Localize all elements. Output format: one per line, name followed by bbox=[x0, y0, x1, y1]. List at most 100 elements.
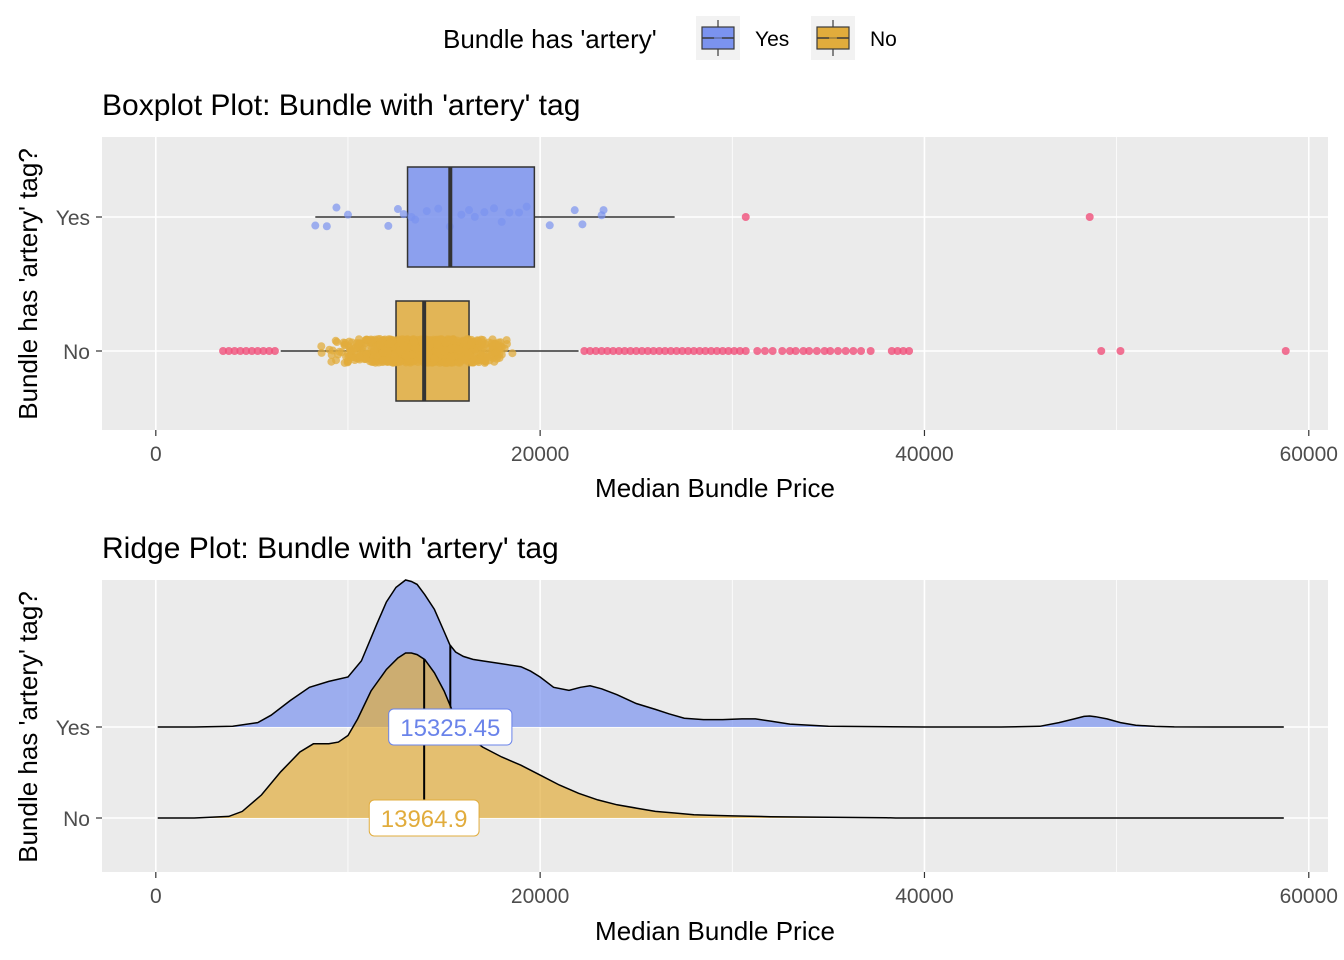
outlier-no bbox=[707, 347, 716, 355]
point-no bbox=[375, 335, 384, 344]
point-no bbox=[446, 344, 455, 353]
outlier-no bbox=[672, 347, 681, 355]
point-yes bbox=[393, 205, 402, 214]
outlier-yes bbox=[741, 213, 750, 221]
outlier-no bbox=[609, 347, 618, 355]
boxplot-panel-background bbox=[102, 137, 1328, 430]
point-yes bbox=[465, 206, 474, 215]
outlier-no bbox=[649, 347, 658, 355]
point-no bbox=[343, 357, 352, 366]
ridge-x-tick-label: 60000 bbox=[1280, 885, 1338, 908]
median-label-yes: 15325.45 bbox=[400, 715, 500, 742]
outlier-no bbox=[242, 347, 251, 355]
point-yes bbox=[384, 221, 393, 230]
outlier-no bbox=[791, 347, 800, 355]
point-no bbox=[455, 345, 464, 354]
point-no bbox=[455, 358, 464, 367]
point-no bbox=[508, 349, 517, 358]
point-yes bbox=[470, 212, 479, 221]
point-no bbox=[376, 341, 385, 350]
boxplot-x-axis: 0 20000 40000 60000 bbox=[150, 430, 1338, 466]
density-area-no bbox=[157, 653, 1284, 818]
outlier-no bbox=[820, 347, 829, 355]
ridge-x-axis: 0 20000 40000 60000 bbox=[150, 872, 1338, 908]
boxplot-marks bbox=[219, 166, 1290, 402]
point-no bbox=[437, 335, 446, 344]
point-no bbox=[367, 336, 376, 345]
point-yes bbox=[505, 208, 514, 217]
outlier-no bbox=[614, 347, 623, 355]
point-no bbox=[370, 345, 379, 354]
boxplot-y-axis-title: Bundle has 'artery' tag? bbox=[13, 148, 43, 420]
point-yes bbox=[545, 221, 554, 230]
point-no bbox=[492, 347, 501, 356]
point-no bbox=[443, 358, 452, 367]
outlier-no bbox=[857, 347, 866, 355]
outlier-no bbox=[666, 347, 675, 355]
point-no bbox=[327, 350, 336, 359]
boxplot-x-tick-label: 60000 bbox=[1280, 443, 1338, 466]
boxplot-title: Boxplot Plot: Bundle with 'artery' tag bbox=[102, 89, 580, 122]
legend-key-no-point bbox=[829, 34, 837, 42]
point-no bbox=[440, 347, 449, 356]
boxplot-y-tick-label: No bbox=[63, 341, 90, 364]
ridge-y-axis: Yes No bbox=[56, 717, 102, 831]
outlier-no bbox=[753, 347, 762, 355]
point-no bbox=[502, 336, 511, 345]
outlier-no bbox=[224, 347, 233, 355]
ridge-title: Ridge Plot: Bundle with 'artery' tag bbox=[102, 532, 559, 565]
point-no bbox=[399, 342, 408, 351]
boxplot-chart: Boxplot Plot: Bundle with 'artery' tag Y… bbox=[13, 89, 1338, 503]
outlier-no bbox=[701, 347, 710, 355]
point-yes bbox=[457, 210, 466, 219]
outlier-no bbox=[833, 347, 842, 355]
point-no bbox=[332, 338, 341, 347]
point-no bbox=[379, 348, 388, 357]
outlier-no bbox=[626, 347, 635, 355]
legend-key-yes-point bbox=[714, 34, 722, 42]
point-no bbox=[413, 358, 422, 367]
point-no bbox=[397, 335, 406, 344]
outlier-no bbox=[265, 347, 274, 355]
point-no bbox=[386, 339, 395, 348]
outlier-no bbox=[826, 347, 835, 355]
outlier-no bbox=[899, 347, 908, 355]
point-no bbox=[477, 335, 486, 344]
legend-label-no: No bbox=[870, 28, 897, 51]
outlier-no bbox=[718, 347, 727, 355]
boxplot-x-tick-label: 0 bbox=[150, 443, 162, 466]
outlier-no bbox=[730, 347, 739, 355]
outlier-no bbox=[1097, 347, 1106, 355]
point-no bbox=[355, 353, 364, 362]
outlier-no bbox=[597, 347, 606, 355]
outlier-no bbox=[724, 347, 733, 355]
point-yes bbox=[599, 206, 608, 215]
point-yes bbox=[522, 202, 531, 211]
outlier-no bbox=[799, 347, 808, 355]
outlier-no bbox=[849, 347, 858, 355]
outlier-no bbox=[905, 347, 914, 355]
outlier-no bbox=[684, 347, 693, 355]
outlier-no bbox=[270, 347, 279, 355]
outlier-no bbox=[778, 347, 787, 355]
point-no bbox=[371, 358, 380, 367]
ridge-y-tick-label: No bbox=[63, 808, 90, 831]
ridge-y-tick-label: Yes bbox=[56, 717, 90, 740]
ridge-x-axis-title: Median Bundle Price bbox=[595, 916, 835, 946]
point-no bbox=[317, 342, 326, 351]
outlier-no bbox=[812, 347, 821, 355]
point-no bbox=[464, 350, 473, 359]
outlier-no bbox=[678, 347, 687, 355]
point-no bbox=[410, 337, 419, 346]
point-yes bbox=[311, 221, 320, 230]
outlier-no bbox=[760, 347, 769, 355]
outlier-no bbox=[637, 347, 646, 355]
ridge-x-tick-label: 40000 bbox=[895, 885, 953, 908]
outlier-no bbox=[893, 347, 902, 355]
boxplot-y-axis: Yes No bbox=[56, 207, 102, 364]
outlier-no bbox=[655, 347, 664, 355]
point-no bbox=[327, 357, 336, 366]
outlier-no bbox=[620, 347, 629, 355]
outlier-no bbox=[259, 347, 268, 355]
